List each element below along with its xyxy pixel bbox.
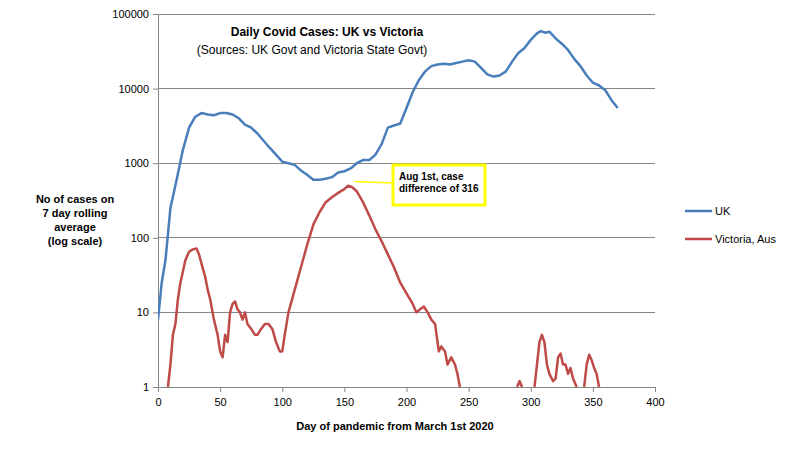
y-tick-mark	[153, 387, 158, 388]
x-tick-mark	[344, 387, 345, 392]
y-tick-mark	[153, 163, 158, 164]
y-axis-line	[158, 15, 159, 388]
y-axis-title-line: 7 day rolling	[43, 207, 108, 219]
annotation-box	[393, 165, 485, 205]
y-axis: 1 10 100 1000 10000 100000	[112, 8, 158, 393]
y-tick-mark	[153, 89, 158, 90]
subtitle: (Sources: UK Govt and Victoria State Gov…	[197, 43, 428, 57]
chart: 1 10 100 1000 10000 100000 0 50 100 150 200 250 300 3…	[0, 0, 799, 451]
x-tick-label: 300	[522, 396, 540, 408]
x-tick-mark	[220, 387, 221, 392]
background	[0, 0, 799, 451]
x-tick-label: 0	[155, 396, 161, 408]
grid-line	[158, 88, 655, 89]
legend-swatch	[685, 210, 712, 213]
series-line	[168, 186, 599, 387]
x-tick-label: 200	[398, 396, 416, 408]
y-tick: 1	[143, 381, 158, 393]
x-tick-mark	[655, 387, 656, 392]
y-tick-label: 100000	[112, 8, 149, 20]
x-tick-label: 250	[460, 396, 478, 408]
x-tick: 100	[274, 387, 292, 408]
title: Daily Covid Cases: UK vs Victoria	[231, 25, 424, 39]
grid-line	[158, 14, 655, 15]
grid-line	[158, 237, 655, 238]
x-tick: 150	[336, 387, 354, 408]
y-tick: 10	[137, 306, 158, 318]
legend-label: UK	[715, 205, 731, 217]
y-tick-mark	[153, 312, 158, 313]
grid	[158, 14, 655, 387]
x-tick-mark	[282, 387, 283, 392]
legend-label: Victoria, Aus	[715, 233, 776, 245]
x-axis-title: Day of pandemic from March 1st 2020	[296, 420, 493, 432]
y-tick-label: 1	[143, 381, 149, 393]
x-tick-mark	[158, 387, 159, 392]
y-tick-mark	[153, 238, 158, 239]
y-tick: 100	[131, 232, 158, 244]
series-line	[158, 31, 618, 320]
annotation-text: Aug 1st, case	[399, 171, 464, 182]
y-axis-title: No of cases on 7 day rolling average (log s…	[36, 193, 115, 247]
x-tick: 300	[522, 387, 540, 408]
x-tick-mark	[531, 387, 532, 392]
x-tick-mark	[469, 387, 470, 392]
x-tick-mark	[593, 387, 594, 392]
legend: UK Victoria, Aus	[685, 205, 776, 245]
y-axis-title-line: No of cases on	[36, 193, 115, 205]
y-tick: 100000	[112, 8, 158, 20]
x-tick-label: 50	[215, 396, 227, 408]
x-tick: 350	[584, 387, 602, 408]
grid-line	[158, 312, 655, 313]
y-tick: 1000	[125, 157, 158, 169]
plot-lines	[158, 31, 618, 387]
x-tick: 400	[646, 387, 664, 408]
x-tick-label: 350	[584, 396, 602, 408]
legend-swatch	[685, 238, 712, 241]
y-tick-label: 1000	[125, 157, 149, 169]
x-tick: 50	[215, 387, 227, 408]
y-axis-title-line: average	[54, 221, 96, 233]
y-tick-label: 10	[137, 306, 149, 318]
x-tick-label: 150	[336, 396, 354, 408]
x-tick: 250	[460, 387, 478, 408]
y-tick-label: 100	[131, 232, 149, 244]
x-axis: 0 50 100 150 200 250 300 350 400	[155, 387, 664, 408]
annotation-text: difference of 316	[399, 183, 479, 194]
x-tick-mark	[407, 387, 408, 392]
x-tick-label: 100	[274, 396, 292, 408]
y-axis-title-line: (log scale)	[48, 235, 103, 247]
x-tick: 0	[155, 387, 161, 408]
annotation-connector	[354, 181, 393, 183]
y-tick: 10000	[118, 83, 158, 95]
y-tick-mark	[153, 14, 158, 15]
x-tick: 200	[398, 387, 416, 408]
x-tick-label: 400	[646, 396, 664, 408]
y-tick-label: 10000	[118, 83, 149, 95]
